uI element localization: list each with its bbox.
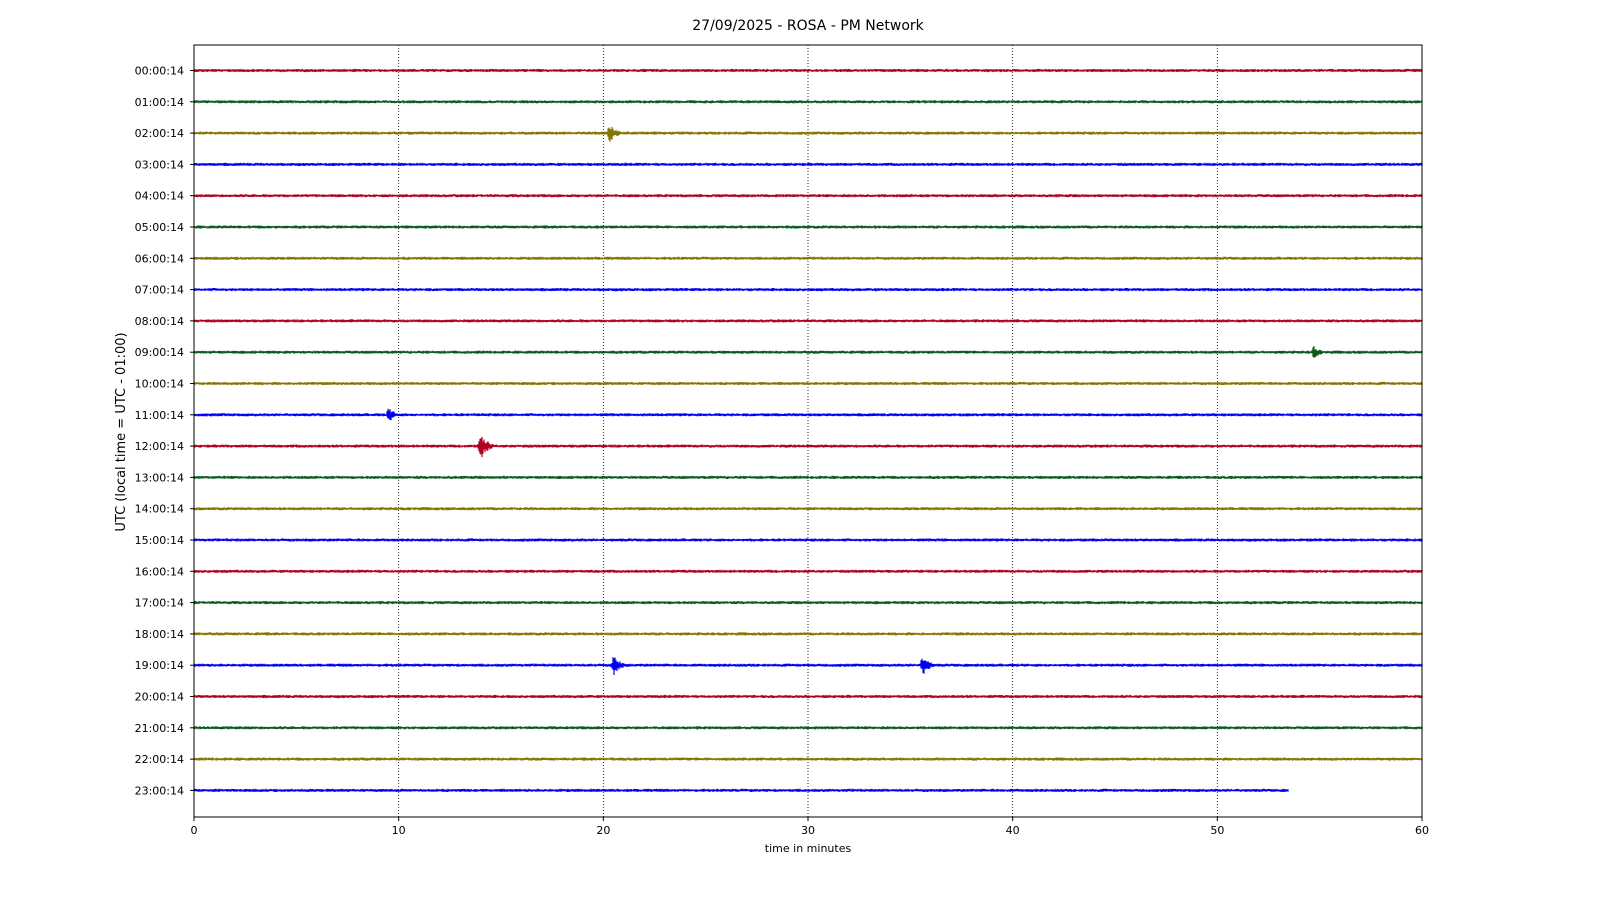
y-tick-label: 02:00:14	[135, 127, 184, 140]
x-tick-label: 20	[596, 824, 610, 837]
y-tick-label: 15:00:14	[135, 534, 184, 547]
x-tick-label: 10	[392, 824, 406, 837]
y-tick-label: 05:00:14	[135, 221, 184, 234]
x-tick-label: 50	[1210, 824, 1224, 837]
y-tick-label: 09:00:14	[135, 346, 184, 359]
y-tick-label: 14:00:14	[135, 503, 184, 516]
y-tick-label: 22:00:14	[135, 753, 184, 766]
x-tick-label: 40	[1006, 824, 1020, 837]
chart-title: 27/09/2025 - ROSA - PM Network	[692, 18, 924, 34]
y-axis-label: UTC (local time = UTC - 01:00)	[114, 332, 129, 531]
y-tick-label: 01:00:14	[135, 96, 184, 109]
y-tick-label: 20:00:14	[135, 691, 184, 704]
y-tick-label: 10:00:14	[135, 378, 184, 391]
y-tick-label: 03:00:14	[135, 158, 184, 171]
x-tick-label: 60	[1415, 824, 1429, 837]
y-tick-label: 23:00:14	[135, 784, 184, 797]
y-tick-label: 07:00:14	[135, 284, 184, 297]
y-tick-label: 18:00:14	[135, 628, 184, 641]
y-tick-label: 19:00:14	[135, 659, 184, 672]
y-tick-label: 13:00:14	[135, 471, 184, 484]
y-tick-label: 04:00:14	[135, 190, 184, 203]
y-tick-label: 08:00:14	[135, 315, 184, 328]
y-tick-label: 11:00:14	[135, 409, 184, 422]
y-tick-label: 06:00:14	[135, 252, 184, 265]
y-tick-label: 21:00:14	[135, 722, 184, 735]
x-tick-label: 30	[801, 824, 815, 837]
y-tick-label: 12:00:14	[135, 440, 184, 453]
x-ticks: 0 10 20 30 40 50 60	[191, 817, 1429, 837]
y-tick-label: 16:00:14	[135, 565, 184, 578]
x-axis-label: time in minutes	[765, 842, 852, 855]
x-tick-label: 0	[191, 824, 198, 837]
y-tick-label: 00:00:14	[135, 65, 184, 78]
y-tick-labels: 00:00:14 01:00:14 02:00:14 03:00:14 04:00:14…	[135, 65, 194, 797]
y-tick-label: 17:00:14	[135, 597, 184, 610]
